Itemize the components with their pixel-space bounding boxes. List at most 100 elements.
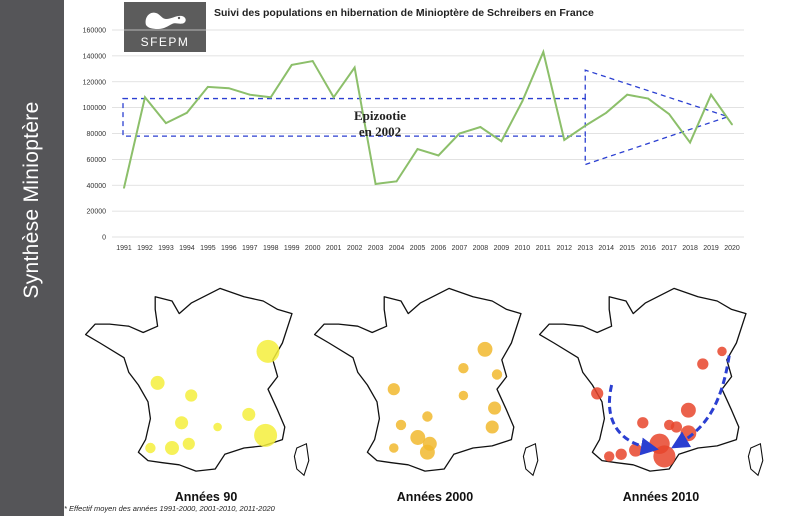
data-point bbox=[353, 66, 356, 69]
colony-dot bbox=[395, 419, 407, 431]
x-tick-label: 2014 bbox=[598, 245, 614, 252]
data-point bbox=[500, 140, 503, 143]
colony-dot bbox=[615, 448, 627, 460]
x-tick-label: 1999 bbox=[284, 245, 300, 252]
data-point bbox=[458, 132, 461, 135]
x-tick-label: 2001 bbox=[326, 245, 342, 252]
map-annees-2000 bbox=[313, 287, 539, 477]
colony-dot bbox=[145, 442, 156, 454]
footnote: * Effectif moyen des années 1991-2000, 2… bbox=[64, 504, 275, 513]
map-label-2010: Années 2010 bbox=[622, 490, 700, 504]
data-point bbox=[710, 93, 712, 96]
migration-arrow bbox=[608, 384, 659, 456]
data-point bbox=[626, 93, 629, 96]
data-point bbox=[123, 186, 125, 189]
x-tick-label: 2000 bbox=[305, 245, 321, 252]
data-point bbox=[731, 123, 733, 126]
data-point bbox=[165, 122, 167, 125]
colony-dot bbox=[458, 363, 469, 374]
y-tick-label: 60000 bbox=[87, 157, 107, 164]
x-tick-label: 2012 bbox=[556, 245, 572, 252]
colony-dot bbox=[491, 369, 503, 380]
france-outline bbox=[538, 287, 747, 472]
map-annees-2010 bbox=[538, 287, 764, 477]
y-tick-label: 20000 bbox=[87, 209, 107, 216]
x-tick-label: 2011 bbox=[536, 245, 551, 252]
colony-dot bbox=[485, 420, 499, 434]
colony-dot bbox=[410, 430, 426, 445]
colony-dot bbox=[175, 416, 189, 430]
x-tick-label: 1994 bbox=[179, 245, 195, 252]
colony-dot bbox=[458, 390, 469, 401]
x-tick-label: 2002 bbox=[347, 245, 363, 252]
x-tick-label: 2007 bbox=[452, 245, 468, 252]
data-point bbox=[269, 96, 272, 99]
x-tick-label: 2020 bbox=[724, 245, 740, 252]
data-point bbox=[374, 183, 377, 185]
colony-dot bbox=[488, 401, 502, 415]
y-tick-label: 120000 bbox=[83, 79, 106, 86]
population-series-line bbox=[123, 48, 733, 189]
map-label-90: Années 90 bbox=[174, 490, 238, 504]
colony-dot bbox=[591, 387, 604, 400]
colony-dot bbox=[185, 389, 198, 402]
data-point bbox=[479, 126, 482, 128]
france-outline bbox=[313, 287, 522, 472]
sidebar: Synthèse Minioptère bbox=[0, 0, 64, 516]
chart-title: Suivi des populations en hibernation de … bbox=[214, 7, 594, 19]
x-tick-label: 2016 bbox=[640, 245, 656, 252]
colony-dot bbox=[387, 383, 400, 396]
colony-dot bbox=[680, 402, 696, 418]
colony-dot bbox=[150, 375, 165, 390]
data-point bbox=[185, 111, 188, 114]
annotation-line-1: Epizootie bbox=[354, 108, 406, 123]
corsica-outline bbox=[747, 443, 764, 477]
x-tick-label: 1997 bbox=[242, 245, 258, 252]
sfepm-logo: SFEPM bbox=[124, 2, 206, 52]
colony-dot bbox=[477, 341, 493, 357]
logo-text: SFEPM bbox=[140, 35, 190, 49]
x-tick-label: 2006 bbox=[431, 245, 447, 252]
y-tick-label: 160000 bbox=[83, 28, 106, 35]
data-point bbox=[395, 180, 398, 183]
data-point bbox=[542, 51, 545, 53]
data-point bbox=[521, 100, 524, 103]
data-point bbox=[605, 111, 608, 114]
colony-dot bbox=[213, 422, 222, 432]
data-point bbox=[668, 113, 671, 115]
data-point bbox=[437, 154, 440, 157]
y-tick-label: 140000 bbox=[83, 53, 106, 60]
trend-arrow bbox=[584, 69, 731, 166]
x-tick-label: 1998 bbox=[263, 245, 279, 252]
migration-arrow bbox=[671, 355, 731, 449]
x-tick-label: 2017 bbox=[661, 245, 677, 252]
colony-dot bbox=[165, 441, 179, 455]
colony-dot bbox=[242, 407, 256, 421]
colony-dot bbox=[419, 444, 435, 460]
colony-dot bbox=[697, 358, 709, 370]
x-tick-label: 2008 bbox=[473, 245, 489, 252]
bat-logo-icon bbox=[145, 12, 186, 29]
corsica-outline bbox=[522, 443, 539, 477]
colony-dot bbox=[604, 451, 615, 462]
x-tick-label: 1991 bbox=[116, 245, 132, 252]
colony-dot bbox=[637, 417, 649, 429]
colony-dot bbox=[389, 443, 399, 453]
colony-dot bbox=[653, 445, 676, 468]
data-point bbox=[227, 87, 230, 90]
colony-dot bbox=[254, 423, 278, 447]
colony-dot bbox=[182, 437, 195, 450]
colony-dot bbox=[717, 346, 727, 357]
y-tick-label: 80000 bbox=[87, 131, 107, 138]
data-point bbox=[311, 60, 314, 62]
data-point bbox=[206, 86, 209, 88]
y-tick-label: 0 bbox=[102, 235, 106, 242]
y-tick-label: 100000 bbox=[83, 105, 106, 112]
x-tick-label: 1993 bbox=[158, 245, 174, 252]
data-point bbox=[144, 96, 146, 99]
data-point bbox=[248, 93, 251, 96]
france-outline bbox=[84, 287, 293, 472]
x-tick-label: 1996 bbox=[221, 245, 237, 252]
colony-dot bbox=[664, 419, 675, 431]
x-tick-label: 2003 bbox=[368, 245, 384, 252]
